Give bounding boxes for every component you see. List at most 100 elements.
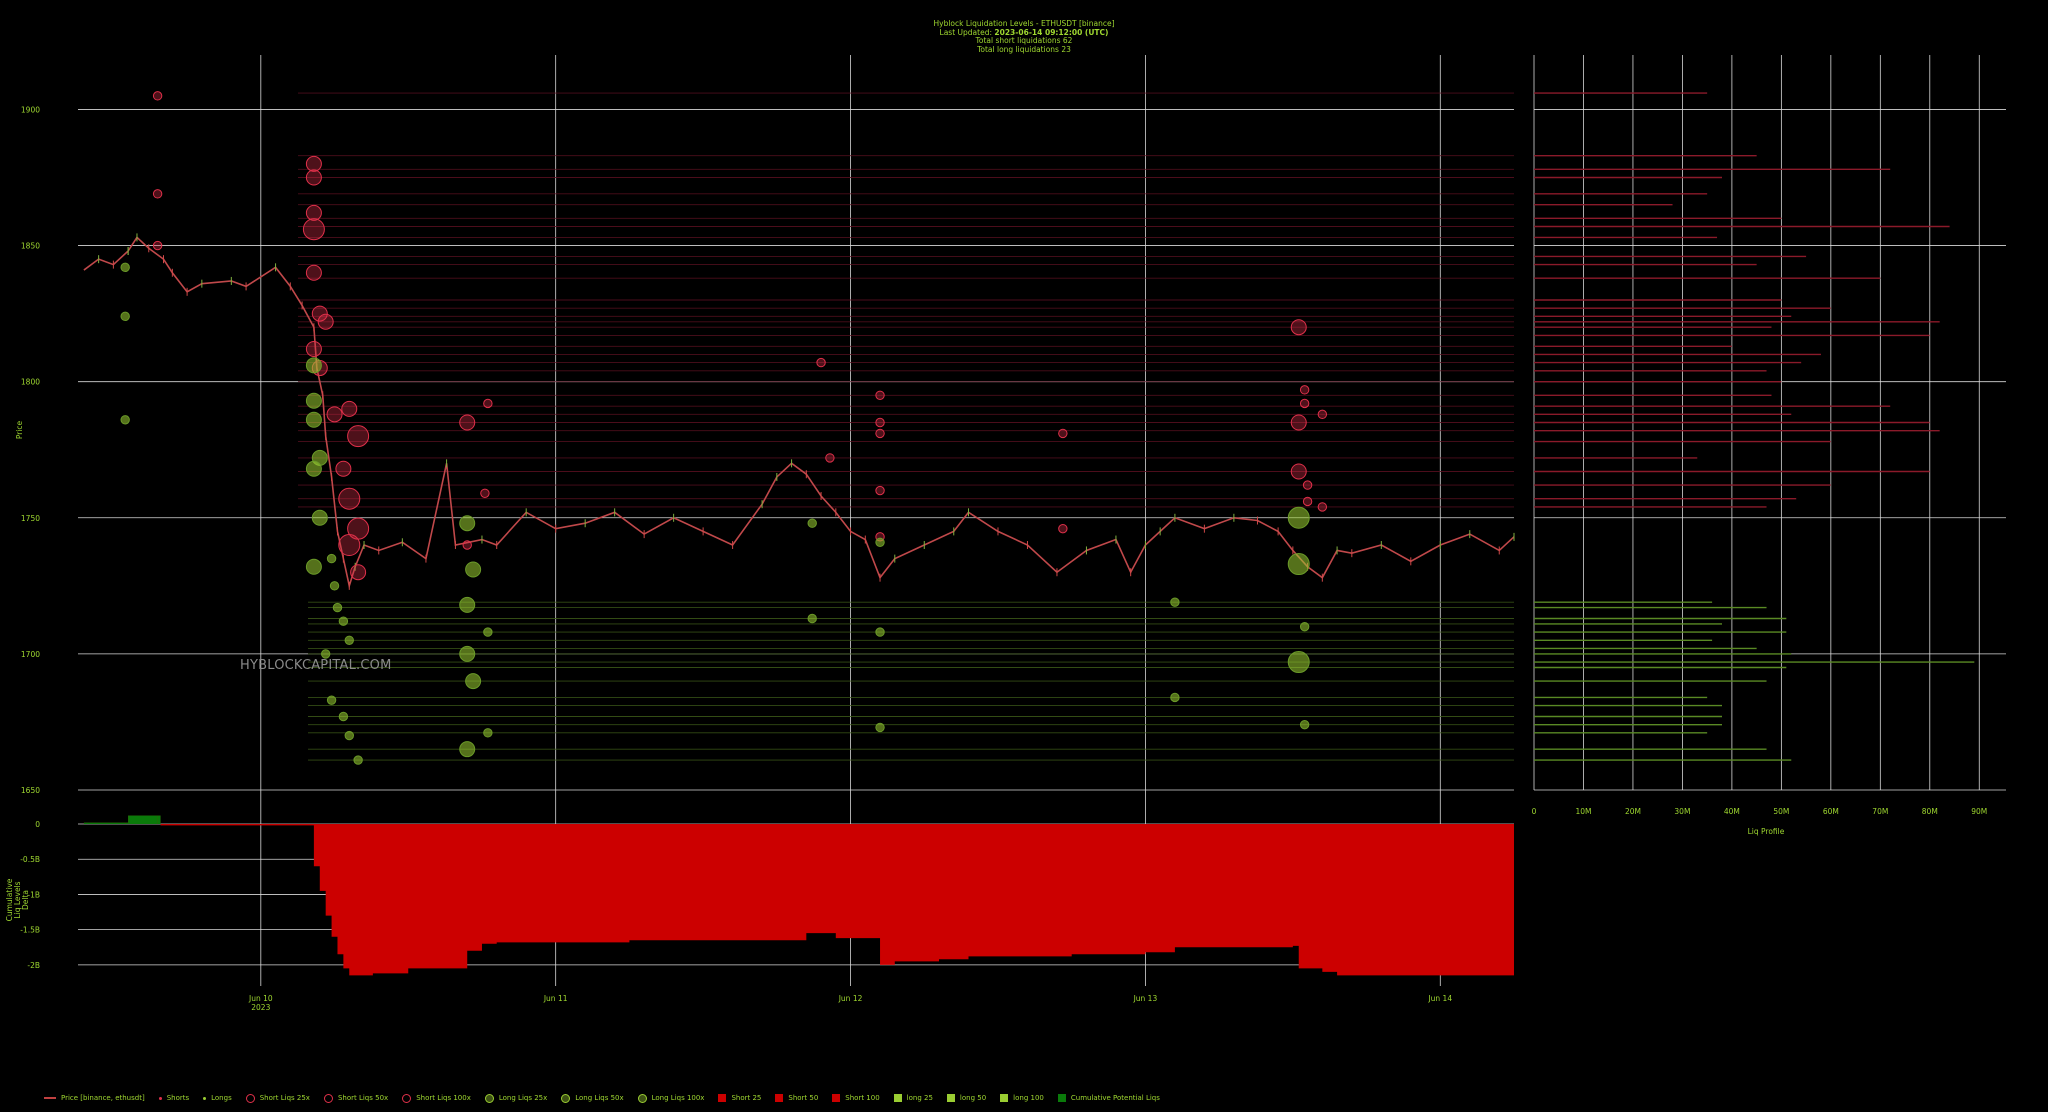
short-liq-bubble	[462, 540, 472, 550]
cumulative-delta-positive-bar	[157, 815, 161, 824]
legend-item[interactable]: Price [binance, ethusdt]	[44, 1094, 145, 1102]
legend-label: Long Liqs 25x	[498, 1094, 548, 1102]
profile-tick-label: 80M	[1922, 807, 1938, 816]
short-liq-bubble	[305, 264, 322, 281]
short-liq-bubble	[1058, 428, 1068, 439]
legend-item[interactable]: Short Liqs 25x	[245, 1093, 310, 1103]
long-liq-bubble	[1287, 553, 1310, 576]
legend-item[interactable]: Longs	[203, 1094, 232, 1102]
long-liq-bubble	[120, 415, 130, 425]
legend-label: Short 25	[731, 1094, 762, 1102]
legend-label: long 25	[906, 1094, 933, 1102]
legend-item[interactable]: long 25	[893, 1094, 933, 1102]
short-liq-bubble	[1290, 414, 1307, 431]
price-tick-label: 1700	[21, 650, 40, 659]
last-updated-label: Last Updated:	[939, 27, 992, 37]
price-tick-label: 1750	[21, 514, 40, 523]
delta-tick-label: -2B	[27, 961, 40, 970]
red-circle-icon	[245, 1093, 255, 1103]
legend-item[interactable]: long 100	[1000, 1094, 1044, 1102]
short-liq-bubble	[816, 357, 826, 368]
green-square-icon	[893, 1094, 902, 1102]
legend-item[interactable]: long 50	[946, 1094, 987, 1102]
price-layer	[83, 233, 1515, 590]
short-liq-bubble	[1302, 496, 1313, 507]
profile-axis-label: Liq Profile	[1748, 827, 1785, 836]
long-liq-bubble	[326, 553, 337, 564]
long-liq-bubble	[875, 722, 885, 733]
red-square-icon	[775, 1094, 784, 1102]
profile-tick-label: 60M	[1823, 807, 1839, 816]
legend-item[interactable]: Short Liqs 50x	[323, 1093, 389, 1103]
last-updated-value: 2023-06-14 09:12:00 (UTC)	[994, 27, 1109, 37]
legend-label: Price [binance, ethusdt]	[61, 1094, 145, 1102]
legend-label: Short 100	[845, 1094, 880, 1102]
long-liq-bubble	[353, 755, 363, 765]
long-liq-bubble	[338, 616, 349, 626]
cumulative-delta-positive-bar	[128, 815, 158, 824]
long-liq-bubble	[483, 728, 493, 738]
legend-item[interactable]: Short 100	[832, 1094, 880, 1102]
legend-item[interactable]: Cumulative Potential Liqs	[1057, 1094, 1160, 1102]
short-liq-bubble	[875, 390, 885, 400]
red-square-icon	[718, 1094, 727, 1102]
legend-item[interactable]: Long Liqs 100x	[637, 1093, 704, 1103]
long-liq-bubble	[120, 311, 130, 322]
red-circle-icon	[323, 1093, 333, 1103]
liq-bubbles-layer	[120, 91, 1328, 765]
short-liq-bubble	[1290, 319, 1307, 336]
chart-header: Hyblock Liquidation Levels - ETHUSDT [bi…	[0, 19, 2048, 54]
chart-legend[interactable]: Price [binance, ethusdt] Shorts Longs Short…	[44, 1092, 1174, 1104]
date-tick-label: Jun 10	[248, 994, 273, 1003]
short-liq-bubble	[1302, 480, 1313, 490]
green-dot-icon	[203, 1096, 207, 1100]
candlestick-line-icon	[44, 1097, 56, 1099]
short-liq-bubble	[350, 564, 367, 581]
long-liq-bubble	[1170, 692, 1180, 703]
short-liq-bubble	[875, 485, 885, 496]
red-dot-icon	[158, 1096, 162, 1100]
legend-item[interactable]: Short 50	[775, 1094, 818, 1102]
short-liq-bubble	[483, 398, 493, 409]
legend-item[interactable]: Short 25	[718, 1094, 761, 1102]
long-liq-bubble	[807, 518, 817, 528]
delta-tick-label: 0	[35, 820, 40, 829]
legend-label: Short 50	[788, 1094, 819, 1102]
profile-tick-label: 90M	[1971, 807, 1987, 816]
legend-label: Short Liqs 100x	[416, 1094, 471, 1102]
green-circle-icon	[561, 1093, 571, 1103]
legend-label: Shorts	[166, 1094, 190, 1102]
long-liq-bubble	[344, 635, 354, 645]
short-liq-bubble	[152, 240, 163, 251]
legend-item[interactable]: Long Liqs 25x	[484, 1093, 548, 1103]
liq-level-lines	[298, 92, 1514, 761]
long-liq-bubble	[344, 730, 354, 741]
profile-tick-label: 70M	[1872, 807, 1888, 816]
price-line	[83, 236, 1515, 589]
darkgreen-square-icon	[1057, 1094, 1066, 1102]
short-liq-bubble	[480, 488, 490, 498]
profile-tick-label: 30M	[1674, 807, 1690, 816]
long-liq-bubble	[305, 460, 322, 477]
price-tick-label: 1800	[21, 378, 40, 387]
short-liq-bubble	[1317, 409, 1328, 420]
long-liq-bubble	[338, 711, 349, 722]
legend-item[interactable]: Short Liqs 100x	[402, 1093, 471, 1103]
short-liq-bubble	[1058, 523, 1068, 534]
legend-item[interactable]: Shorts	[158, 1094, 190, 1102]
legend-item[interactable]: Long Liqs 50x	[561, 1093, 624, 1103]
long-liq-bubble	[465, 561, 482, 578]
short-liq-bubble	[305, 341, 322, 357]
legend-label: long 50	[959, 1094, 987, 1102]
delta-axis-label: CumulativeLiq LevelsDelta	[5, 878, 30, 921]
legend-label: Short Liqs 50x	[337, 1094, 389, 1102]
price-axis-label: Price	[15, 420, 24, 439]
year-tick-label: 2023	[251, 1003, 270, 1012]
profile-tick-label: 40M	[1724, 807, 1740, 816]
red-square-icon	[832, 1094, 841, 1102]
last-updated: Last Updated: 2023-06-14 09:12:00 (UTC)	[0, 27, 2048, 38]
cumulative-delta-layer	[78, 815, 1514, 976]
short-liq-bubble	[305, 155, 322, 172]
legend-label: Short Liqs 25x	[259, 1094, 310, 1102]
legend-label: Cumulative Potential Liqs	[1070, 1094, 1160, 1102]
